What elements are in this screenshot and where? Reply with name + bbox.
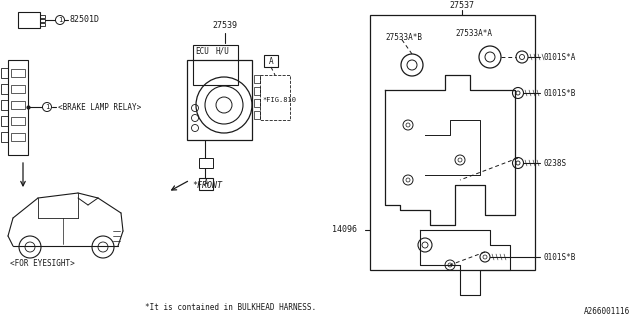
Bar (11, 133, 25, 141)
Bar (40, 23, 45, 26)
Bar (254, 99, 260, 107)
Bar (254, 87, 260, 95)
Text: H/U: H/U (215, 46, 229, 55)
Bar (264, 55, 278, 67)
Bar (40, 15, 45, 18)
Text: 27533A*B: 27533A*B (385, 33, 422, 42)
Text: 0101S*A: 0101S*A (543, 52, 575, 61)
Text: 82501D: 82501D (70, 15, 100, 25)
Text: 14096: 14096 (332, 226, 357, 235)
Bar (187, 60, 252, 140)
Bar (1, 116, 8, 126)
Bar (8, 60, 28, 155)
Text: <BRAKE LAMP RELAY>: <BRAKE LAMP RELAY> (58, 102, 141, 111)
Text: 0238S: 0238S (543, 158, 566, 167)
Bar (199, 158, 213, 168)
Bar (260, 75, 290, 120)
Bar (11, 69, 25, 77)
Bar (18, 12, 40, 28)
Text: 0101S*B: 0101S*B (543, 89, 575, 98)
Bar (11, 101, 25, 109)
Bar (1, 84, 8, 94)
Text: 0101S*B: 0101S*B (543, 252, 575, 261)
Text: 1: 1 (45, 104, 49, 110)
Bar (1, 100, 8, 110)
Bar (1, 68, 8, 78)
Text: *FIG.810: *FIG.810 (262, 97, 296, 103)
Text: A: A (204, 180, 208, 188)
Bar (1, 132, 8, 142)
Text: A: A (269, 57, 273, 66)
Bar (254, 111, 260, 119)
Text: 1: 1 (58, 17, 62, 23)
Bar (370, 15, 535, 270)
Text: ECU: ECU (195, 46, 209, 55)
Bar (193, 45, 238, 85)
Bar (254, 75, 260, 83)
Text: *FRONT: *FRONT (192, 180, 222, 189)
Bar (11, 85, 25, 93)
Bar (11, 117, 25, 125)
Text: 27539: 27539 (212, 20, 237, 29)
Text: *It is contained in BULKHEAD HARNESS.: *It is contained in BULKHEAD HARNESS. (145, 303, 316, 313)
Text: 27537: 27537 (449, 1, 474, 10)
Text: 27533A*A: 27533A*A (455, 28, 492, 37)
Bar (40, 19, 45, 22)
Bar (199, 178, 213, 190)
Text: <FOR EYESIGHT>: <FOR EYESIGHT> (10, 260, 75, 268)
Text: A266001116: A266001116 (584, 308, 630, 316)
